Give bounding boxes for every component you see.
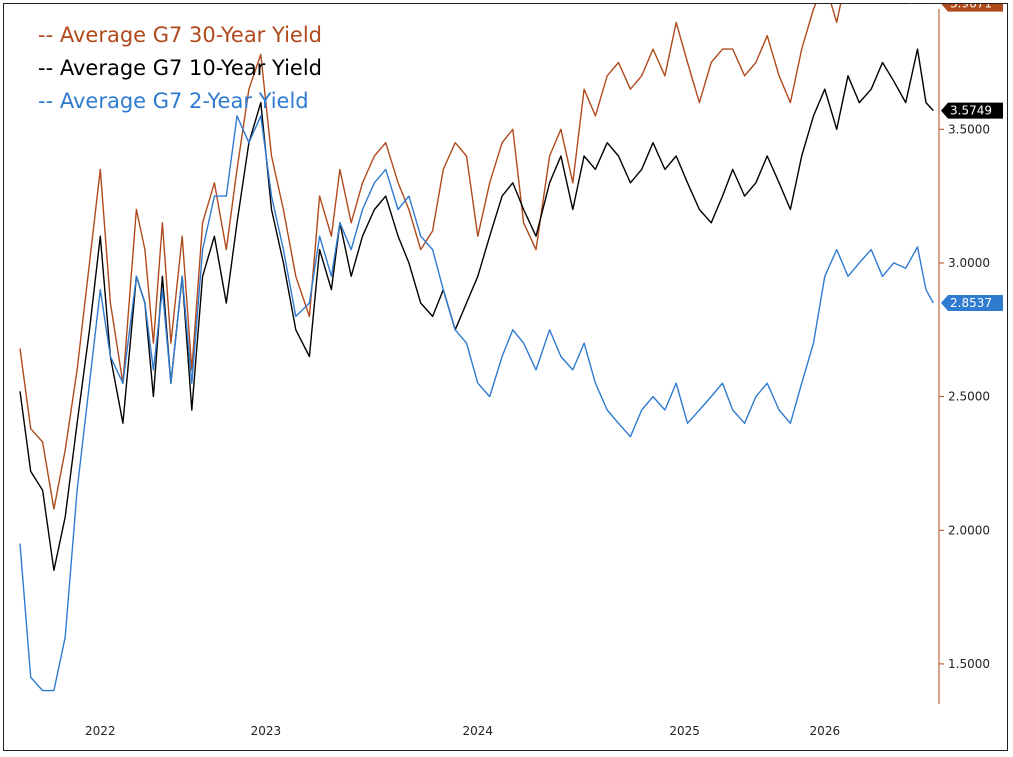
last-value-label-1: 3.5749 (950, 104, 992, 118)
last-value-tag-1 (941, 102, 1003, 119)
legend-item-2: -- Average G7 2-Year Yield (38, 89, 309, 113)
x-tick-label: 2025 (669, 724, 700, 738)
y-tick-label: 1.5000 (948, 657, 990, 671)
legend-item-1: -- Average G7 10-Year Yield (38, 56, 322, 80)
series-line-0 (19, 4, 934, 510)
y-tick-label: 2.5000 (948, 390, 990, 404)
x-tick-label: 2022 (85, 724, 116, 738)
last-value-label-0: 3.9671 (950, 4, 992, 11)
last-value-label-2: 2.8537 (950, 296, 992, 310)
series-line-2 (19, 115, 934, 692)
x-tick-label: 2024 (463, 724, 494, 738)
y-tick-label: 2.0000 (948, 523, 990, 537)
chart-frame: 1.5000 2.0000 2.5000 3.0000 3.5000 2022 2023 2… (3, 3, 1008, 751)
legend: -- Average G7 30-Year Yield -- Average G7… (38, 23, 322, 113)
y-tick-label: 3.0000 (948, 256, 990, 270)
y-axis: 1.5000 2.0000 2.5000 3.0000 3.5000 (938, 9, 990, 704)
y-tick-label: 3.5000 (948, 122, 990, 136)
last-value-tag-2 (941, 295, 1003, 312)
last-value-tag-0 (941, 4, 1003, 12)
last-value-tags: 3.9671 3.5749 2.8537 (941, 4, 1003, 312)
x-tick-label: 2023 (251, 724, 282, 738)
x-tick-label: 2026 (810, 724, 841, 738)
series-line-1 (19, 48, 934, 571)
series-lines (19, 4, 934, 692)
x-axis: 2022 2023 2024 2025 2026 (85, 724, 840, 738)
legend-item-0: -- Average G7 30-Year Yield (38, 23, 322, 47)
